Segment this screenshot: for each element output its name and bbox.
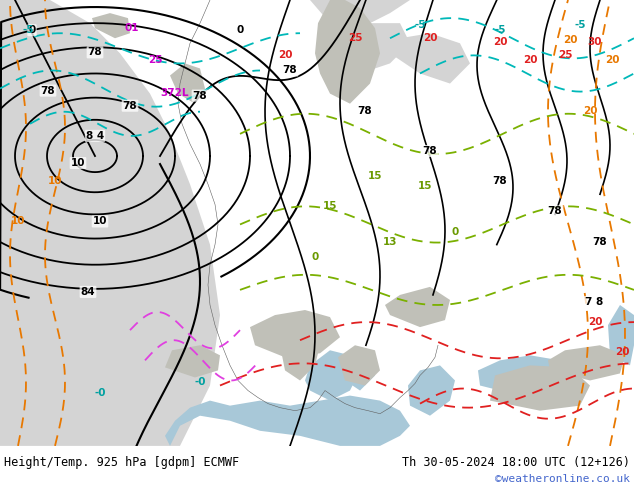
Text: 10: 10	[48, 176, 62, 186]
Text: 372L: 372L	[161, 88, 190, 98]
Polygon shape	[282, 330, 320, 380]
Polygon shape	[548, 345, 625, 380]
Text: 20: 20	[563, 35, 577, 45]
Polygon shape	[250, 310, 340, 357]
Text: 7 8: 7 8	[585, 297, 603, 307]
Text: 20: 20	[423, 33, 437, 43]
Text: 78: 78	[423, 146, 437, 156]
Text: 0: 0	[236, 25, 243, 35]
Polygon shape	[165, 395, 410, 446]
Text: -5: -5	[574, 20, 586, 30]
Text: 20: 20	[605, 55, 619, 65]
Text: 78: 78	[493, 176, 507, 186]
Polygon shape	[0, 0, 220, 446]
Text: 01: 01	[125, 23, 139, 33]
Text: 10: 10	[11, 217, 25, 226]
Text: -5: -5	[414, 20, 426, 30]
Text: -0: -0	[94, 388, 106, 397]
Text: ©weatheronline.co.uk: ©weatheronline.co.uk	[495, 474, 630, 484]
Polygon shape	[608, 305, 634, 366]
Text: 0: 0	[451, 226, 458, 237]
Polygon shape	[170, 63, 205, 104]
Text: 20: 20	[615, 347, 630, 357]
Text: Height/Temp. 925 hPa [gdpm] ECMWF: Height/Temp. 925 hPa [gdpm] ECMWF	[4, 456, 239, 469]
Polygon shape	[385, 287, 450, 327]
Text: 30: 30	[588, 37, 602, 47]
Polygon shape	[305, 350, 360, 401]
Polygon shape	[315, 0, 380, 104]
Polygon shape	[478, 355, 570, 395]
Text: 10: 10	[93, 217, 107, 226]
Polygon shape	[92, 13, 130, 38]
Text: 84: 84	[81, 287, 95, 297]
Text: 15: 15	[323, 201, 337, 211]
Text: 25: 25	[148, 55, 162, 65]
Text: 8 4: 8 4	[86, 131, 104, 141]
Text: 78: 78	[548, 206, 562, 217]
Polygon shape	[310, 0, 410, 33]
Text: 20: 20	[523, 55, 537, 65]
Text: -5: -5	[495, 25, 506, 35]
Text: 78: 78	[358, 106, 372, 116]
Polygon shape	[338, 345, 380, 386]
Polygon shape	[342, 350, 375, 391]
Text: 78: 78	[87, 48, 102, 57]
Text: 78: 78	[593, 237, 607, 246]
Text: -0: -0	[194, 377, 206, 388]
Text: 25: 25	[348, 33, 362, 43]
Text: 20: 20	[278, 50, 292, 60]
Text: 78: 78	[283, 66, 297, 75]
Polygon shape	[490, 366, 590, 411]
Text: 20: 20	[588, 317, 602, 327]
Polygon shape	[165, 345, 220, 377]
Text: Th 30-05-2024 18:00 UTC (12+126): Th 30-05-2024 18:00 UTC (12+126)	[402, 456, 630, 469]
Text: 15: 15	[418, 181, 432, 191]
Text: 0: 0	[29, 25, 36, 35]
Text: 78: 78	[193, 91, 207, 100]
Polygon shape	[390, 33, 470, 83]
Text: 78: 78	[41, 86, 55, 96]
Polygon shape	[408, 366, 455, 416]
Text: 25: 25	[558, 50, 573, 60]
Text: 20: 20	[493, 37, 507, 47]
Text: 15: 15	[368, 171, 382, 181]
Text: 78: 78	[123, 100, 138, 111]
Text: 20: 20	[583, 106, 597, 116]
Text: -5: -5	[22, 25, 34, 35]
Polygon shape	[330, 23, 410, 74]
Text: 13: 13	[383, 237, 398, 246]
Text: 10: 10	[71, 158, 85, 168]
Text: 0: 0	[311, 252, 319, 262]
